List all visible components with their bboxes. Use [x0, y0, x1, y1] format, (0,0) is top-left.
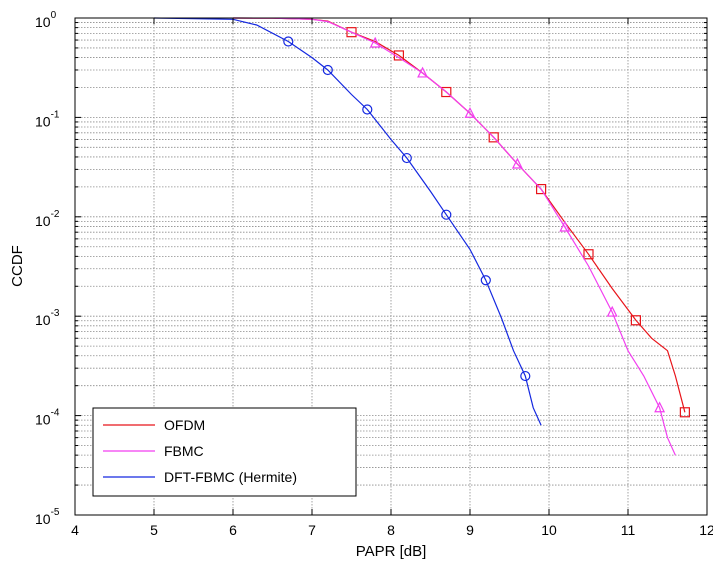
y-tick-label: 10-2 [35, 209, 60, 229]
data-point-fbmc [606, 305, 618, 317]
x-tick-label: 8 [387, 522, 395, 538]
x-tick-label: 12 [699, 522, 713, 538]
data-point-ofdm [346, 27, 357, 38]
legend-label-dft-fbmc-hermite-: DFT-FBMC (Hermite) [164, 469, 297, 485]
x-tick-label: 4 [71, 522, 79, 538]
y-tick-label: 10-4 [35, 408, 60, 428]
data-point-ofdm [535, 183, 547, 195]
axis-ticks: 4 5 6 7 8 9 10 11 12 100 10-1 10-2 10-3 10-4 10-5 [35, 10, 713, 538]
legend-label-ofdm: OFDM [164, 417, 205, 433]
y-tick-label: 10-1 [35, 109, 60, 129]
data-point-fbmc [464, 106, 476, 118]
x-tick-label: 6 [229, 522, 237, 538]
data-point-ofdm [488, 132, 499, 143]
data-point-ofdm [679, 407, 690, 418]
x-axis-label: PAPR [dB] [356, 543, 427, 560]
data-point-fbmc [559, 220, 571, 232]
data-point-dft-fbmc-hermite- [362, 104, 373, 115]
y-tick-label: 100 [35, 10, 57, 30]
data-point-dft-fbmc-hermite- [520, 370, 531, 382]
data-point-fbmc [369, 36, 381, 48]
x-tick-label: 7 [308, 522, 316, 538]
y-axis-label: CCDF [9, 245, 26, 287]
data-point-fbmc [511, 157, 523, 169]
data-point-dft-fbmc-hermite- [401, 152, 412, 164]
data-point-ofdm [441, 86, 452, 98]
series-line-fbmc [232, 17, 676, 456]
legend-box [92, 407, 357, 497]
data-point-dft-fbmc-hermite- [283, 36, 294, 47]
y-tick-label: 10-3 [35, 308, 60, 328]
data-point-ofdm [583, 249, 594, 260]
legend: OFDM FBMC DFT-FBMC (Hermite) [92, 407, 357, 497]
data-point-ofdm [630, 315, 642, 326]
legend-label-fbmc: FBMC [164, 443, 204, 459]
data-point-fbmc [654, 401, 666, 413]
x-tick-label: 11 [621, 522, 636, 538]
data-point-dft-fbmc-hermite- [441, 209, 452, 220]
series-line-dft-fbmc-hermite- [153, 17, 542, 426]
x-tick-label: 10 [541, 522, 557, 538]
x-tick-label: 9 [466, 522, 474, 538]
data-point-dft-fbmc-hermite- [322, 64, 333, 76]
data-point-dft-fbmc-hermite- [480, 275, 491, 286]
x-tick-label: 5 [150, 522, 158, 538]
data-point-fbmc [417, 66, 429, 78]
y-tick-label: 10-5 [35, 507, 60, 527]
series-layer [153, 17, 690, 456]
